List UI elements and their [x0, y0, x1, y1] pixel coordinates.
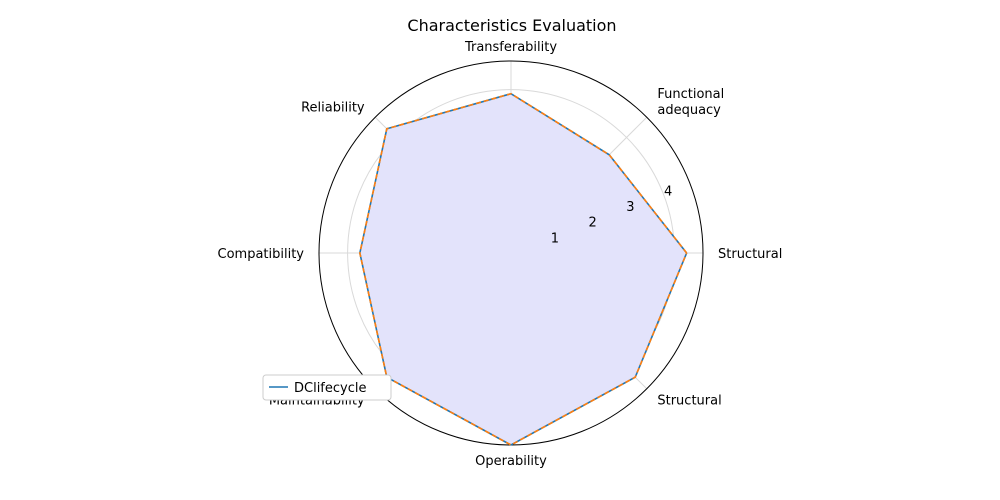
axis-label-8: Structural	[657, 393, 721, 408]
series-fill	[359, 93, 687, 446]
axis-label-3: Transferability	[464, 40, 557, 55]
series-line-2	[359, 92, 688, 446]
tick-label-1: 1	[551, 231, 559, 246]
radar-series	[359, 92, 688, 446]
chart-title: Characteristics Evaluation	[407, 16, 616, 35]
tick-label-4: 4	[664, 184, 672, 199]
axis-labels: Structural Functional adequacy Transferabil…	[218, 40, 783, 469]
axis-label-5: Compatibility	[218, 247, 305, 262]
axis-label-4: Reliability	[301, 101, 365, 116]
tick-label-3: 3	[626, 200, 634, 215]
tick-label-2: 2	[588, 216, 596, 231]
radial-tick-labels: 1 2 3 4	[551, 184, 673, 246]
legend: DClifecycle	[262, 374, 392, 401]
axis-label-2: Functional adequacy	[657, 87, 724, 118]
axis-label-7: Operability	[475, 454, 547, 469]
legend-label: DClifecycle	[294, 381, 366, 396]
legend-box	[262, 374, 392, 401]
axis-label-1: Structural	[718, 247, 782, 262]
